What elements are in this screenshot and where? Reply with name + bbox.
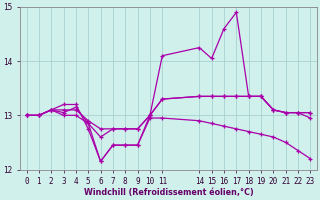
X-axis label: Windchill (Refroidissement éolien,°C): Windchill (Refroidissement éolien,°C) — [84, 188, 253, 197]
